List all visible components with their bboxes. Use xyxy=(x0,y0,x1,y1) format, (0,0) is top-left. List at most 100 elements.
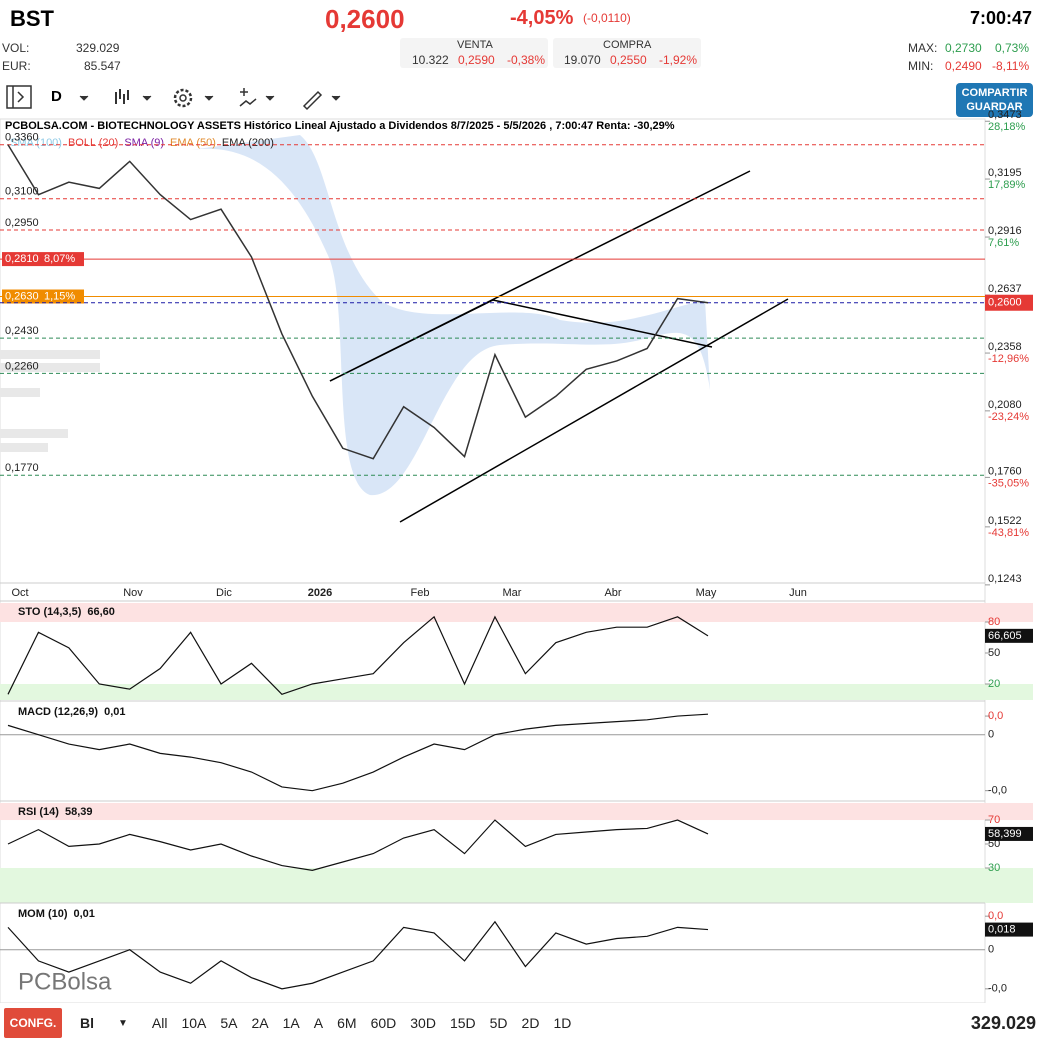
chart-title: PCBOLSA.COM - BIOTECHNOLOGY ASSETS Histó… xyxy=(5,120,675,132)
panel-tick-label: 70 xyxy=(988,814,1000,826)
min-pct: -8,11% xyxy=(992,59,1030,73)
volume-profile xyxy=(0,363,100,372)
range-button[interactable]: 15D xyxy=(449,1015,476,1031)
icon xyxy=(17,91,25,103)
oversold-zone xyxy=(0,867,1033,903)
indicator-line xyxy=(7,920,709,990)
min-label: MIN: xyxy=(908,59,934,73)
symbol: BST xyxy=(10,6,54,31)
panel-value: 66,60 xyxy=(87,606,115,618)
panel-tick-label: 80 xyxy=(988,616,1000,628)
max: 0,2730 xyxy=(945,41,982,55)
panel-tick-label: 0 xyxy=(988,729,994,741)
range-button[interactable]: 6M xyxy=(337,1015,357,1031)
range-button[interactable]: 1A xyxy=(282,1015,300,1031)
legend-entry: SMA (9) xyxy=(124,137,164,149)
share-label: COMPARTIR xyxy=(961,87,1028,99)
panel-tick-label: 30 xyxy=(988,862,1000,874)
range-button[interactable]: 5D xyxy=(489,1015,508,1031)
indicator-line xyxy=(7,819,709,871)
volume-profile xyxy=(0,350,100,359)
range-button[interactable]: 5A xyxy=(220,1015,238,1031)
legend-entry: SMA (100) xyxy=(10,137,62,149)
panel-last-label: 66,605 xyxy=(988,630,1022,642)
panel-last-box xyxy=(985,826,1033,841)
compra-label: COMPRA xyxy=(603,39,652,51)
panel-tick-label: 0,0 xyxy=(988,910,1003,922)
level-label: 0,2630 xyxy=(5,290,39,302)
overbought-zone xyxy=(0,803,1033,821)
vol: 329.029 xyxy=(76,41,120,55)
level-label: 0,2430 xyxy=(5,325,39,337)
x-tick-label: Dic xyxy=(216,587,232,599)
panel-title: STO (14,3,5) xyxy=(18,606,82,618)
panel-last-label: 0,018 xyxy=(988,923,1016,935)
candle-icon[interactable] xyxy=(115,89,129,104)
change-pct: -4,05% xyxy=(510,7,574,29)
panel-value: 58,39 xyxy=(65,806,93,818)
range-button[interactable]: All xyxy=(151,1015,168,1031)
compra-qty: 19.070 xyxy=(564,53,601,67)
panel-tick-label: 0 xyxy=(988,944,994,956)
level-label: 0,3100 xyxy=(5,186,39,198)
trendline xyxy=(399,298,789,523)
x-tick-label: Feb xyxy=(411,587,430,599)
range-button[interactable]: 30D xyxy=(410,1015,436,1031)
watermark: PCBolsa xyxy=(18,968,112,995)
x-tick-label: 2026 xyxy=(308,587,332,599)
share-button[interactable]: COMPARTIR GUARDAR xyxy=(956,83,1033,117)
panel-title: RSI (14) xyxy=(18,806,59,818)
dropdown-arrows[interactable] xyxy=(79,95,341,101)
y-tick-pct: 28,18% xyxy=(988,121,1026,133)
venta-label: VENTA xyxy=(457,39,493,51)
panel-value: 0,01 xyxy=(74,908,95,920)
legend-entry: EMA (200) xyxy=(222,137,274,149)
level-label: 0,1770 xyxy=(5,462,39,474)
range-list: All 10A 5A 2A 1A A 6M 60D 30D 15D 5D 2D 1D xyxy=(152,1015,585,1031)
panel-last-label: 58,399 xyxy=(988,828,1022,840)
panel-title: MOM (10) xyxy=(18,908,68,920)
range-button[interactable]: 10A xyxy=(181,1015,207,1031)
y-tick-label: 0,3473 xyxy=(988,109,1022,121)
level-label: 0,2950 xyxy=(5,217,39,229)
level-pct: 1,15% xyxy=(44,290,75,302)
level-label: 0,2260 xyxy=(5,360,39,372)
draw-icon[interactable] xyxy=(302,90,323,111)
price-line xyxy=(7,144,709,460)
y-tick-pct: -23,24% xyxy=(988,411,1029,423)
level-label-bg xyxy=(2,289,84,304)
period[interactable]: D xyxy=(51,88,62,105)
mode-arrow[interactable]: ▼ xyxy=(118,1017,128,1029)
y-tick-label: 0,2916 xyxy=(988,225,1022,237)
footer: CONFG. Bl ▼ All 10A 5A 2A 1A A 6M 60D 30D 15D 5D 2D… xyxy=(0,1003,1048,1043)
settings-icon[interactable] xyxy=(173,88,193,108)
mode[interactable]: Bl xyxy=(80,1015,94,1031)
oversold-zone xyxy=(0,683,1033,700)
footer-volume: 329.029 xyxy=(970,1012,1036,1033)
y-tick-label: 0,1760 xyxy=(988,465,1022,477)
time: 7:00:47 xyxy=(970,8,1033,28)
indicator-line xyxy=(7,713,709,792)
config-button[interactable]: CONFG. xyxy=(4,1008,62,1038)
legend-entry: EMA (50) xyxy=(170,137,216,149)
y-tick-label: 0,1522 xyxy=(988,515,1022,527)
trendline xyxy=(329,299,713,382)
x-tick-label: May xyxy=(696,587,717,599)
x-tick-label: Mar xyxy=(503,587,522,599)
panel-value: 0,01 xyxy=(104,706,125,718)
range-button[interactable]: 2D xyxy=(521,1015,540,1031)
y-tick-label: 0,2637 xyxy=(988,283,1022,295)
eur: 85.547 xyxy=(84,59,121,73)
range-button[interactable]: 60D xyxy=(370,1015,397,1031)
panel-toggle[interactable] xyxy=(6,85,32,109)
save-label: GUARDAR xyxy=(966,101,1023,113)
panel-title: MACD (12,26,9) xyxy=(18,706,98,718)
chart: PCBOLSA.COM - BIOTECHNOLOGY ASSETS Histó… xyxy=(0,109,1033,1003)
range-button[interactable]: 2A xyxy=(251,1015,269,1031)
range-button[interactable]: 1D xyxy=(553,1015,572,1031)
min: 0,2490 xyxy=(945,59,982,73)
indicator-icon[interactable] xyxy=(239,88,257,107)
range-button[interactable]: A xyxy=(313,1015,324,1031)
y-tick-label: 0,2080 xyxy=(988,399,1022,411)
